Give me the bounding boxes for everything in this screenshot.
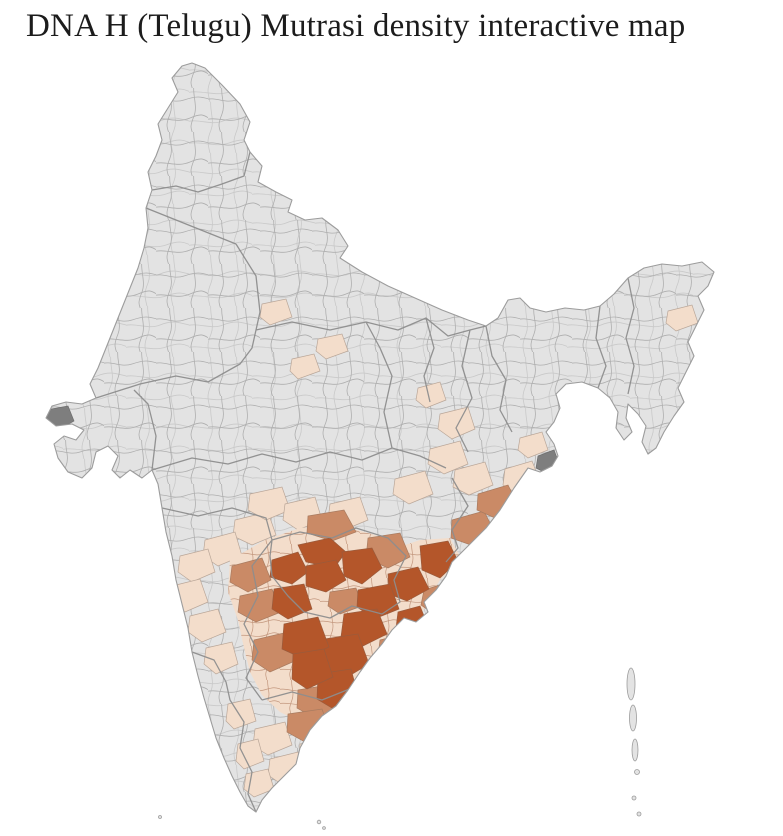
island[interactable] bbox=[634, 769, 640, 775]
island[interactable] bbox=[636, 811, 642, 817]
island-speck bbox=[316, 819, 322, 825]
island[interactable] bbox=[626, 667, 636, 701]
island-speck bbox=[158, 815, 162, 819]
district[interactable] bbox=[392, 470, 434, 505]
district[interactable] bbox=[289, 353, 321, 380]
district[interactable] bbox=[427, 440, 469, 475]
district[interactable] bbox=[452, 461, 494, 496]
state-borders bbox=[95, 151, 635, 812]
district[interactable] bbox=[203, 641, 239, 675]
andaman-nicobar-islands[interactable] bbox=[626, 667, 642, 817]
district[interactable] bbox=[665, 304, 699, 332]
telugu-density-cluster[interactable] bbox=[220, 484, 519, 743]
district[interactable] bbox=[44, 405, 75, 431]
island-specks bbox=[158, 815, 326, 830]
district[interactable] bbox=[305, 559, 347, 593]
district-boundaries-mesh bbox=[46, 63, 714, 812]
district[interactable] bbox=[517, 431, 549, 459]
district[interactable] bbox=[437, 406, 476, 440]
district[interactable] bbox=[177, 548, 216, 583]
island[interactable] bbox=[629, 704, 637, 732]
page-title: DNA H (Telugu) Mutrasi density interacti… bbox=[26, 8, 686, 44]
district[interactable] bbox=[259, 298, 293, 326]
district[interactable] bbox=[291, 648, 334, 690]
district[interactable] bbox=[269, 551, 309, 585]
district[interactable] bbox=[327, 587, 363, 615]
island-speck bbox=[322, 826, 326, 830]
island[interactable] bbox=[631, 738, 639, 762]
district[interactable] bbox=[315, 333, 349, 360]
district[interactable] bbox=[341, 547, 383, 585]
district[interactable] bbox=[247, 486, 291, 521]
district[interactable] bbox=[235, 738, 265, 770]
island[interactable] bbox=[631, 795, 637, 801]
district[interactable] bbox=[415, 381, 447, 409]
